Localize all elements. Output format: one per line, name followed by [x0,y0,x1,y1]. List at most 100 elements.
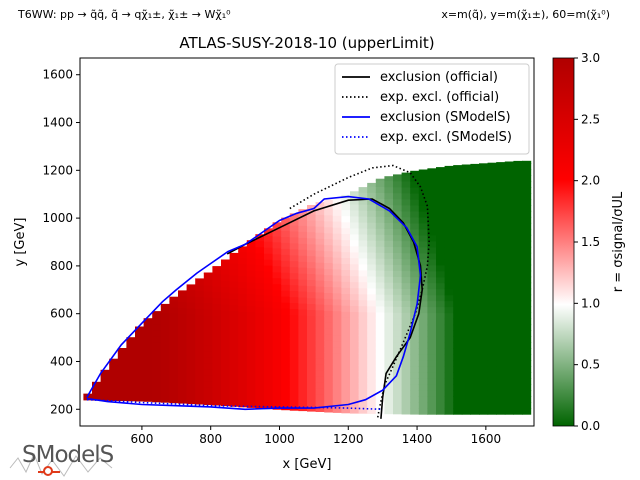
heatmap-cell [135,347,145,354]
heatmap-cell [264,295,274,302]
heatmap-cell [479,288,489,296]
heatmap-cell [246,353,256,361]
heatmap-cell [350,269,360,277]
heatmap-cell [341,353,351,360]
heatmap-cell [92,382,102,389]
heatmap-cell [298,368,308,376]
heatmap-cell [332,358,342,366]
heatmap-cell [436,384,446,391]
heatmap-cell [393,210,403,218]
heatmap-cell [418,300,428,308]
heatmap-cell [238,293,248,300]
heatmap-cell [461,169,471,176]
heatmap-cell [324,364,334,371]
heatmap-cell [100,376,110,383]
heatmap-cell [513,199,523,206]
heatmap-cell [367,365,377,373]
heatmap-cell [178,295,188,303]
heatmap-cell [418,324,428,331]
heatmap-cell [522,360,532,367]
heatmap-cell [255,300,265,307]
heatmap-cell [298,297,308,304]
heatmap-cell [298,314,308,322]
heatmap-cell [375,276,385,283]
heatmap-cell [453,210,463,218]
heatmap-cell [315,297,325,305]
heatmap-cell [126,382,136,390]
heatmap-cell [221,339,231,347]
heatmap-cell [504,222,514,230]
heatmap-cell [272,319,282,327]
heatmap-cell [298,249,308,256]
heatmap-cell [221,274,231,281]
heatmap-cell [444,169,454,176]
heatmap-cell [109,394,119,401]
heatmap-cell [358,198,368,205]
heatmap-cell [221,381,231,389]
heatmap-cell [212,327,222,334]
heatmap-cell [496,240,506,248]
heatmap-cell [143,389,153,396]
heatmap-cell [401,252,411,260]
heatmap-cell [350,191,360,193]
heatmap-cell [479,276,489,284]
heatmap-cell [367,323,377,331]
heatmap-cell [178,373,188,380]
heatmap-cell [444,282,454,290]
heatmap-cell [470,300,480,308]
heatmap-cell [315,339,325,347]
heatmap-cell [229,334,239,341]
heatmap-cell [238,388,248,396]
heatmap-cell [513,306,523,314]
heatmap-cell [479,360,489,367]
heatmap-cell [229,358,239,365]
heatmap-cell [453,300,463,308]
heatmap-cell [427,187,437,194]
heatmap-cell [496,354,506,361]
heatmap-cell [393,300,403,307]
heatmap-cell [504,228,514,236]
series-line [86,398,383,411]
x-axis: 600 800 1000 1200 1400 1600 [130,426,501,446]
heatmap-cell [298,267,308,274]
heatmap-cell [513,205,523,212]
heatmap-cell [487,162,497,164]
heatmap-cell [195,362,205,369]
heatmap-cell [255,378,265,385]
heatmap-cell [436,187,446,194]
heatmap-cell [504,360,514,367]
heatmap-cell [350,323,360,330]
heatmap-cell [470,294,480,302]
heatmap-cell [350,407,360,414]
heatmap-cell [324,199,334,204]
heatmap-cell [229,388,239,395]
heatmap-cell [436,330,446,337]
heatmap-cell [324,226,334,234]
heatmap-cell [186,337,196,345]
heatmap-cell [255,264,265,272]
heatmap-cell [203,356,213,364]
heatmap-cell [384,359,394,367]
heatmap-cell [401,354,411,361]
heatmap-cell [504,216,514,224]
y-axis-label: y [GeV] [13,218,28,267]
heatmap-cell [401,288,411,295]
heatmap-cell [444,360,454,367]
heatmap-cell [479,306,489,314]
heatmap-cell [393,306,403,313]
heatmap-cell [479,205,489,212]
heatmap-cell [393,336,403,343]
heatmap-cell [436,270,446,278]
heatmap-cell [375,293,385,301]
heatmap-cell [341,359,351,366]
heatmap-cell [427,216,437,224]
heatmap-cell [436,175,446,182]
heatmap-cell [272,397,282,404]
heatmap-cell [281,308,291,315]
heatmap-cell [350,209,360,217]
heatmap-cell [324,393,334,401]
heatmap-cell [135,329,145,336]
heatmap-cell [178,301,188,309]
heatmap-cell [479,324,489,331]
